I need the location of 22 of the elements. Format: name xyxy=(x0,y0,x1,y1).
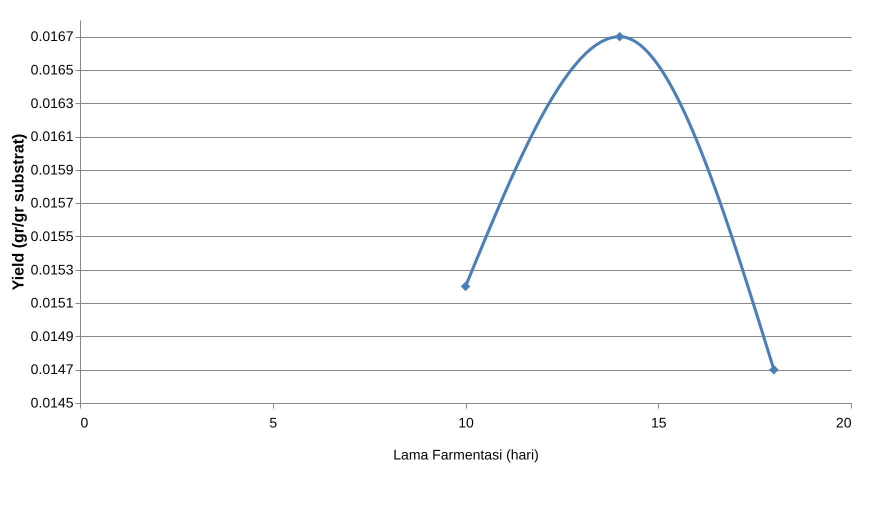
x-tick-label: 15 xyxy=(650,414,667,430)
y-tick-label: 0.0157 xyxy=(30,194,74,211)
y-tick-label: 0.0153 xyxy=(30,261,74,278)
x-axis-title: Lama Farmentasi (hari) xyxy=(393,446,539,462)
x-tick-label: 5 xyxy=(269,414,278,430)
y-tick-label: 0.0159 xyxy=(30,161,74,178)
x-tick-label: 20 xyxy=(836,414,852,430)
y-tick-label: 0.0147 xyxy=(30,361,74,378)
y-tick-label: 0.0149 xyxy=(30,328,74,344)
y-tick-label: 0.0163 xyxy=(30,94,74,111)
y-axis-title: Yield (gr/gr substrat) xyxy=(10,134,28,290)
point xyxy=(769,364,779,374)
point xyxy=(614,32,624,42)
y-tick-label: 0.0151 xyxy=(30,294,74,311)
y-tick-label: 0.0155 xyxy=(30,228,74,244)
point xyxy=(460,282,470,292)
x-tick-label: 10 xyxy=(458,414,474,430)
y-tick-label: 0.0161 xyxy=(30,128,74,144)
y-tick-label: 0.0167 xyxy=(30,28,74,44)
x-tick-label: 0 xyxy=(80,414,88,430)
y-tick-label: 0.0145 xyxy=(30,394,74,410)
y-tick-label: 0.0165 xyxy=(30,61,74,78)
